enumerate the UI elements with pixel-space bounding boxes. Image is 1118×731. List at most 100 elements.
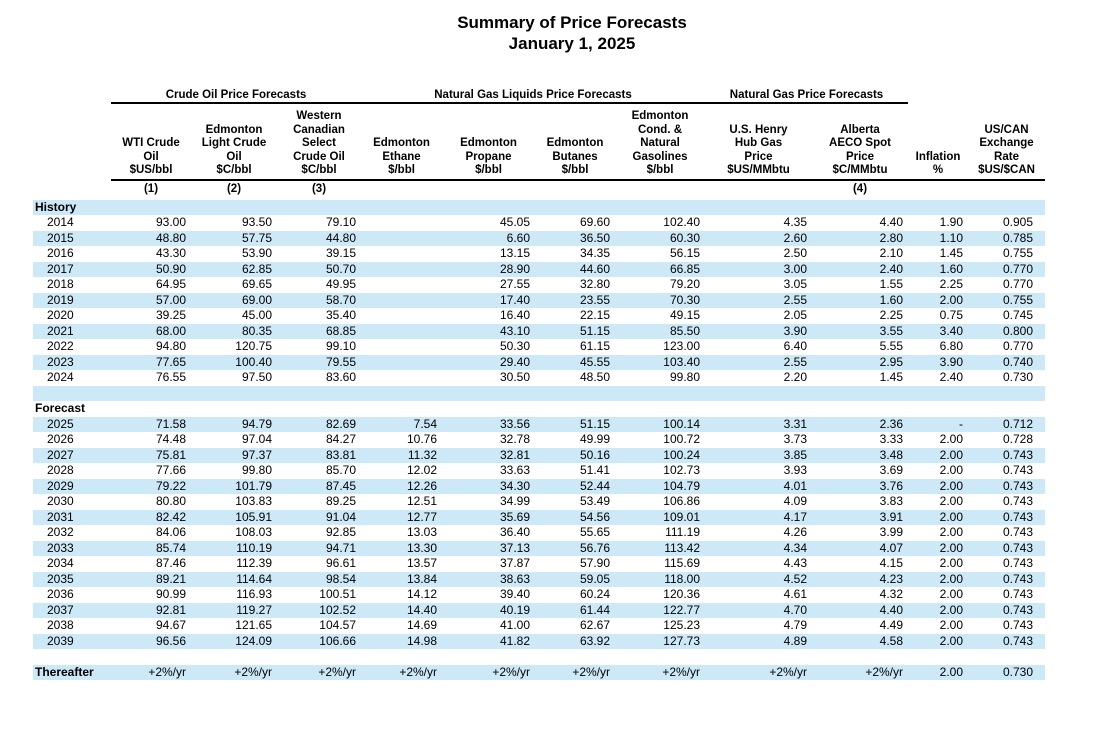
value-cell: 0.743 [1002, 447, 1034, 462]
separator-cell [33, 649, 1045, 665]
value-cell: 51.41 [579, 463, 610, 477]
value-cell: 102.40 [663, 215, 700, 229]
value-cell: 120.36 [663, 587, 700, 601]
year-cell: 2015 [47, 230, 74, 245]
value-cell: 13.15 [499, 246, 530, 260]
group-header-spacer [33, 84, 111, 103]
table-row: 2030 80.80 103.83 89.25 12.51 34.99 53.49 106.8… [33, 494, 1045, 510]
value-cell: 3.90 [939, 354, 964, 369]
section-label-row: Forecast [33, 401, 1045, 417]
value-cell: 0.743 [1002, 587, 1034, 601]
value-cell: 48.80 [155, 230, 186, 245]
thereafter-label: Thereafter [35, 664, 94, 679]
value-cell: 3.73 [783, 432, 807, 446]
column-header-condensate: Edmonton Cond. & Natural Gasolines $/bbl [615, 103, 705, 181]
value-cell: 4.52 [783, 571, 807, 586]
value-cell [361, 293, 442, 309]
group-header-crude-oil: Crude Oil Price Forecasts [111, 84, 361, 104]
value-cell: 0.770 [1002, 339, 1034, 353]
value-cell: 61.15 [579, 339, 610, 353]
value-cell: 2.36 [879, 416, 904, 431]
thereafter-value-cell: +2%/yr [572, 664, 610, 679]
value-cell: 23.55 [579, 292, 610, 307]
value-cell: 22.15 [579, 308, 610, 322]
value-cell: 1.55 [879, 277, 904, 291]
value-cell: 0.743 [1002, 571, 1034, 586]
table-row: 2038 94.67 121.65 104.57 14.69 41.00 62.67 125.… [33, 618, 1045, 634]
value-cell: 37.13 [499, 540, 530, 555]
value-cell: 71.58 [155, 416, 186, 431]
value-cell: 57.75 [241, 230, 272, 245]
year-cell: 2030 [47, 494, 74, 508]
year-cell: 2026 [47, 432, 74, 446]
thereafter-value-cell: +2%/yr [662, 664, 700, 679]
value-cell: 87.46 [155, 556, 186, 570]
value-cell: 2.00 [939, 602, 964, 617]
thereafter-value-cell: +2%/yr [769, 664, 807, 679]
table-row: 2027 75.81 97.37 83.81 11.32 32.81 50.16 100.24… [33, 447, 1046, 463]
title-block: Summary of Price Forecasts January 1, 20… [0, 12, 1118, 54]
value-cell: 35.40 [325, 308, 356, 322]
value-cell: 4.43 [783, 556, 807, 570]
year-cell: 2028 [47, 463, 74, 477]
table-body: History 2014 93.00 93.50 79.10 45.05 69.60 102.… [33, 199, 1046, 680]
value-cell: 44.60 [579, 261, 610, 276]
value-cell: 55.65 [579, 525, 610, 539]
value-cell: 0.728 [1002, 432, 1034, 446]
value-cell: 74.48 [155, 432, 186, 446]
value-cell: 100.14 [663, 416, 700, 431]
value-cell: 2.80 [879, 230, 904, 245]
value-cell: 4.23 [879, 571, 904, 586]
value-cell [361, 215, 442, 231]
value-cell: 70.30 [669, 292, 700, 307]
value-cell: 1.10 [939, 230, 964, 245]
footnote-spacer [33, 180, 111, 200]
table-row: 2032 84.06 108.03 92.85 13.03 36.40 55.65 111.1… [33, 525, 1045, 541]
table-row: 2036 90.99 116.93 100.51 14.12 39.40 60.24 120.… [33, 587, 1045, 603]
value-cell: 49.15 [669, 308, 700, 322]
value-cell: 45.05 [499, 215, 530, 229]
value-cell: 50.70 [325, 261, 356, 276]
year-cell: 2025 [47, 416, 74, 431]
value-cell: 34.99 [499, 494, 530, 508]
value-cell: 3.93 [783, 463, 807, 477]
value-cell: 4.35 [783, 215, 807, 229]
value-cell: 56.15 [669, 246, 700, 260]
column-header-aeco: Alberta AECO Spot Price $C/MMbtu [812, 103, 909, 181]
value-cell: 32.80 [579, 277, 610, 291]
value-cell: 33.56 [499, 416, 530, 431]
value-cell: 83.81 [325, 447, 356, 462]
value-cell: 2.40 [879, 261, 904, 276]
year-cell: 2029 [47, 478, 74, 493]
value-cell: 0.743 [1002, 556, 1034, 570]
thereafter-value-cell: +2%/yr [234, 664, 272, 679]
value-cell: 82.69 [325, 416, 356, 431]
value-cell: 101.79 [235, 478, 272, 493]
value-cell [361, 324, 442, 340]
group-header-natural-gas: Natural Gas Price Forecasts [705, 84, 909, 104]
value-cell: 100.24 [663, 447, 700, 462]
value-cell: 2.00 [939, 447, 964, 462]
value-cell: 2.00 [939, 540, 964, 555]
value-cell: 10.76 [406, 432, 437, 446]
value-cell: 96.56 [155, 633, 186, 648]
value-cell: 12.26 [406, 478, 437, 493]
price-forecast-table: Crude Oil Price Forecasts Natural Gas Li… [33, 84, 1046, 680]
value-cell: 43.10 [499, 323, 530, 338]
value-cell: 17.40 [499, 292, 530, 307]
value-cell: 0.745 [1002, 308, 1034, 322]
value-cell: 77.66 [155, 463, 186, 477]
value-cell: 98.54 [325, 571, 356, 586]
table-row: 2031 82.42 105.91 91.04 12.77 35.69 54.56 109.0… [33, 509, 1046, 525]
value-cell: 4.07 [879, 540, 904, 555]
value-cell: 12.77 [406, 509, 437, 524]
value-cell: 60.24 [579, 587, 610, 601]
value-cell: 43.30 [155, 246, 186, 260]
value-cell: 102.52 [319, 602, 356, 617]
value-cell: 0.743 [1002, 633, 1034, 648]
table-row: 2026 74.48 97.04 84.27 10.76 32.78 49.99 100.72… [33, 432, 1045, 448]
table-row: 2017 50.90 62.85 50.70 28.90 44.60 66.85 3.00 2.… [33, 261, 1046, 277]
value-cell: 0.730 [1002, 370, 1034, 384]
value-cell: 2.00 [939, 633, 964, 648]
